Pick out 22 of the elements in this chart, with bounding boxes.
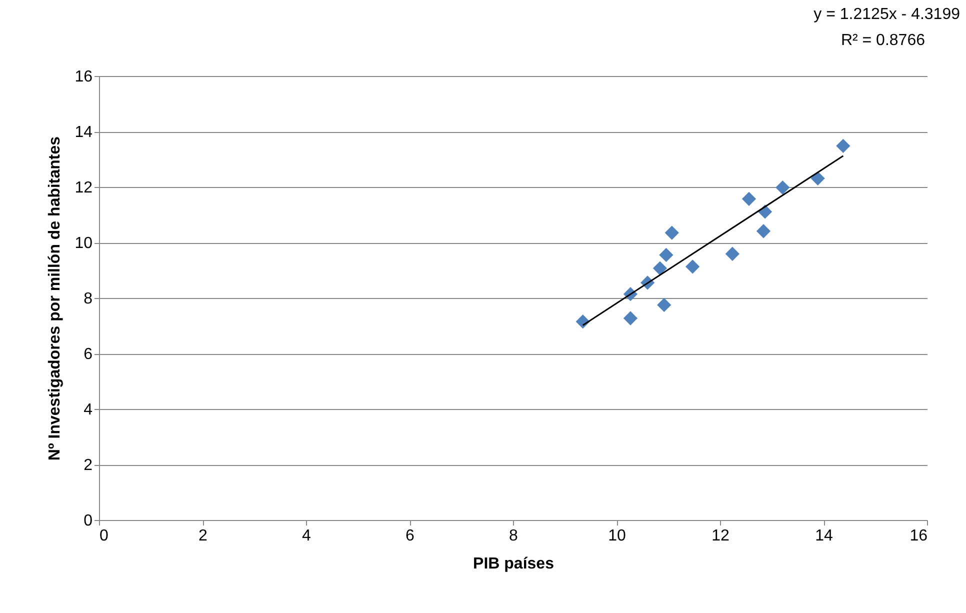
y-tick-label: 16 <box>74 68 93 86</box>
x-tick-label: 0 <box>100 528 108 544</box>
y-axis-title: Nº Investigadores por millón de habitantes <box>46 136 64 461</box>
y-tick-label: 4 <box>84 402 93 418</box>
y-tick-label: 0 <box>84 512 93 530</box>
x-tick-label: 2 <box>198 528 208 544</box>
text: y = 1.2125x - 4.3199 <box>814 6 960 23</box>
x-tick-label: 14 <box>815 528 833 544</box>
text: R² = 0.8766 <box>840 32 926 49</box>
y-tick-label: 12 <box>74 180 93 196</box>
y-tick-label: 8 <box>84 290 93 308</box>
x-tick-label: 10 <box>608 528 626 544</box>
y-tick-label: 6 <box>84 346 93 363</box>
x-tick-label: 12 <box>712 528 730 544</box>
x-tick-label: 8 <box>509 528 518 544</box>
y-tick-label: 10 <box>74 235 93 252</box>
x-tick-label: 6 <box>406 528 415 544</box>
x-tick-label: 16 <box>910 528 928 544</box>
x-tick-label: 4 <box>302 528 312 544</box>
y-tick-label: 14 <box>74 124 93 141</box>
x-axis-title: PIB países <box>473 556 554 572</box>
y-tick-label: 2 <box>84 457 93 474</box>
